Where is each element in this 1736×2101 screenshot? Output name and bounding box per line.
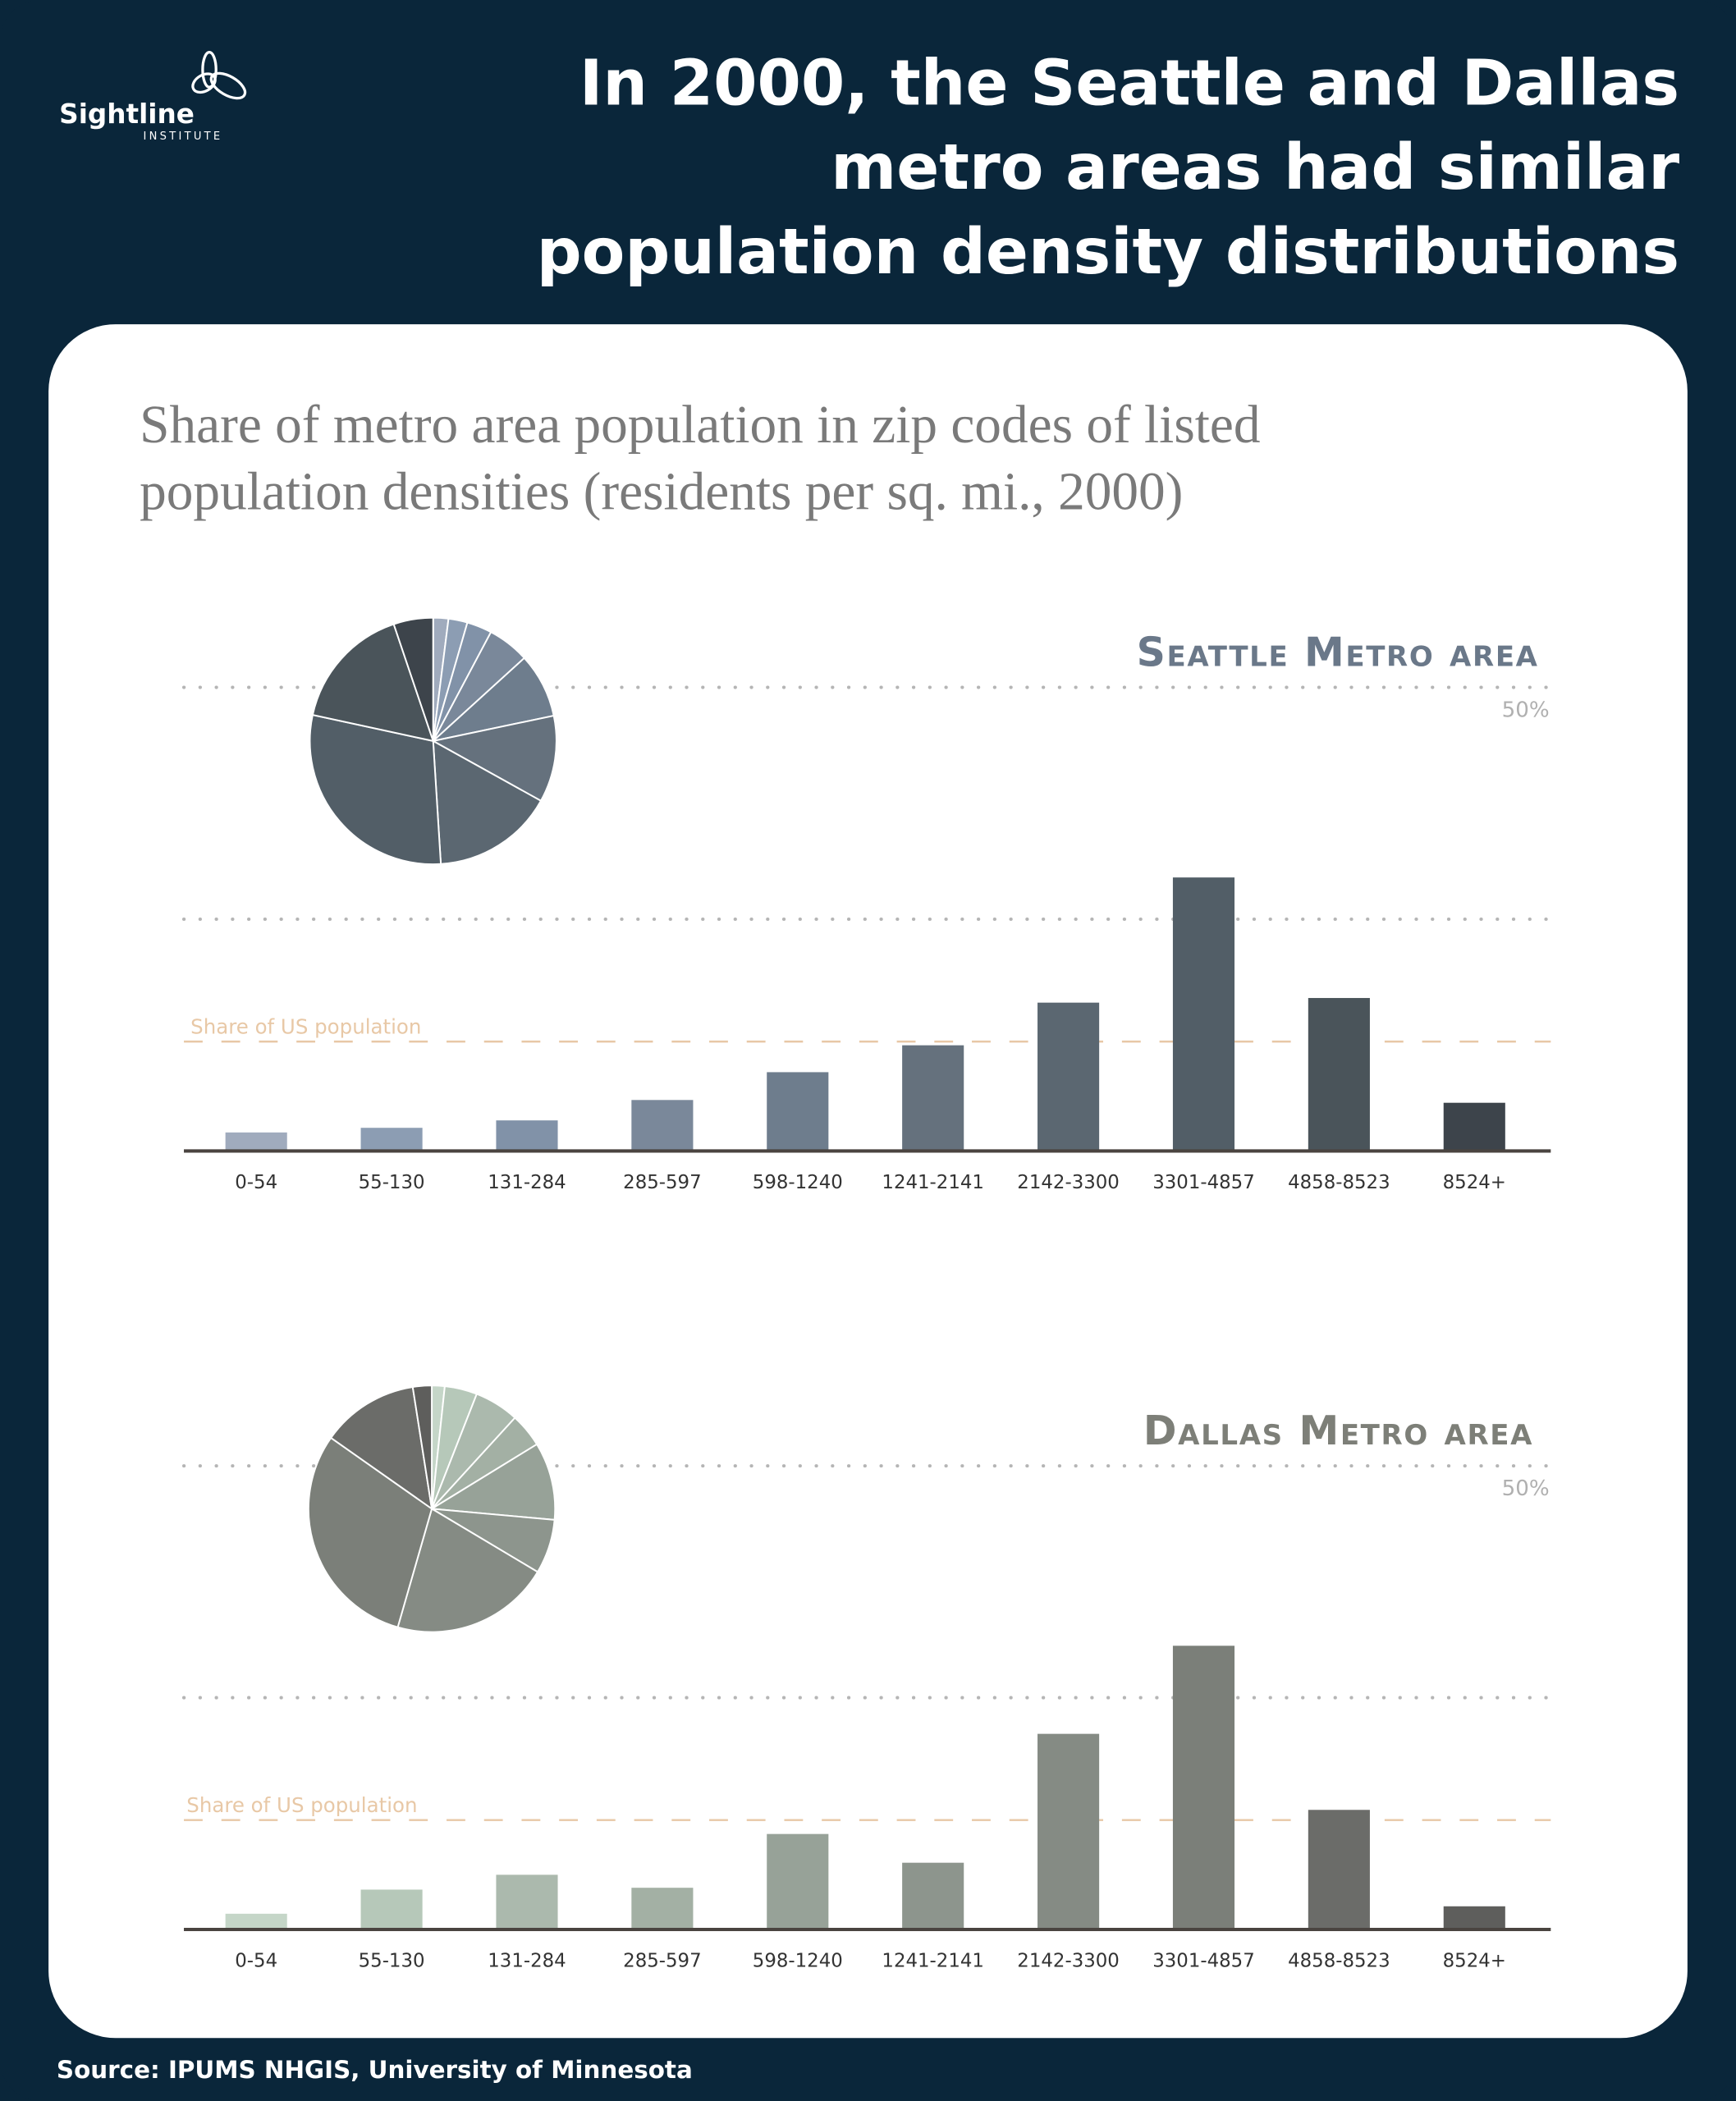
bar-8524+ [1443, 1102, 1505, 1151]
bar-598-1240 [767, 1072, 829, 1151]
bar-55-130 [360, 1889, 423, 1930]
bar-4858-8523 [1308, 998, 1370, 1151]
logo-subtext: INSTITUTE [144, 130, 223, 143]
x-tick-label: 55-130 [359, 1951, 425, 1972]
x-tick-label: 285-597 [623, 1172, 701, 1193]
chart-subtitle: Share of metro area population in zip co… [140, 396, 1260, 522]
bar-2142-3300 [1037, 1002, 1100, 1151]
pie-slice-2142-3300 [432, 739, 543, 865]
x-tick-label: 4858-8523 [1288, 1951, 1390, 1972]
bar-2142-3300 [1037, 1733, 1100, 1930]
logo-knot-icon [191, 51, 247, 100]
subtitle-line-1: Share of metro area population in zip co… [140, 396, 1260, 455]
pie-slice-1241-2141 [430, 714, 557, 803]
subtitle-line-2: population densities (residents per sq. … [140, 462, 1183, 521]
x-tick-label: 131-284 [488, 1172, 566, 1193]
x-tick-label: 1241-2141 [882, 1172, 984, 1193]
chart-title: Seattle Metro area [1137, 629, 1539, 675]
pie-slice-8524+ [411, 1385, 433, 1509]
x-tick-label: 8524+ [1443, 1172, 1506, 1193]
x-tick-label: 1241-2141 [882, 1951, 984, 1972]
reference-line-label: Share of US population [190, 1014, 421, 1038]
logo-text: Sightline [59, 98, 195, 130]
x-tick-label: 598-1240 [753, 1951, 843, 1972]
source-note: Source: IPUMS NHGIS, University of Minne… [57, 2056, 693, 2084]
seattle-chart: Seattle Metro area 50% Share of US populat… [181, 616, 1553, 1193]
pie-slice-3301-4857 [309, 713, 442, 866]
page-title: In 2000, the Seattle and Dallas metro ar… [537, 47, 1679, 289]
dallas-chart: Dallas Metro area 50% Share of US populati… [181, 1385, 1553, 1972]
x-tick-label: 3301-4857 [1152, 1951, 1255, 1972]
chart-card [48, 324, 1688, 2039]
inset-pie [309, 616, 557, 866]
title-line-1: In 2000, the Seattle and Dallas [579, 47, 1679, 120]
x-tick-label: 131-284 [488, 1951, 566, 1972]
x-tick-label: 0-54 [235, 1172, 277, 1193]
bar-285-597 [631, 1100, 694, 1151]
y-tick-label: 50% [1502, 1476, 1550, 1501]
title-line-3: population density distributions [537, 216, 1679, 289]
reference-line-label: Share of US population [186, 1793, 417, 1817]
pie-slice-4858-8523 [329, 1385, 433, 1511]
inset-pie [307, 1385, 557, 1633]
chart-title: Dallas Metro area [1143, 1408, 1533, 1454]
x-tick-label: 0-54 [235, 1951, 277, 1972]
bar-3301-4857 [1172, 877, 1235, 1151]
x-tick-label: 8524+ [1443, 1951, 1506, 1972]
x-tick-label: 3301-4857 [1152, 1172, 1255, 1193]
bar-1241-2141 [902, 1045, 964, 1151]
pie-slice-598-1240 [429, 1443, 557, 1521]
bar-55-130 [360, 1128, 423, 1151]
bar-131-284 [496, 1120, 558, 1151]
x-tick-label: 598-1240 [753, 1172, 843, 1193]
title-line-2: metro areas had similar [831, 131, 1679, 204]
bar-1241-2141 [902, 1862, 964, 1930]
pie-slice-2142-3300 [396, 1507, 539, 1633]
x-tick-label: 2142-3300 [1017, 1172, 1120, 1193]
pie-slice-3301-4857 [307, 1436, 433, 1628]
bar-131-284 [496, 1874, 558, 1930]
bar-285-597 [631, 1888, 694, 1930]
pie-slice-8524+ [392, 616, 434, 742]
bar-0-54 [225, 1132, 287, 1151]
y-tick-label: 50% [1502, 698, 1550, 722]
x-tick-label: 55-130 [359, 1172, 425, 1193]
x-tick-label: 2142-3300 [1017, 1951, 1120, 1972]
bar-598-1240 [767, 1833, 829, 1930]
sightline-logo: Sightline INSTITUTE [59, 51, 247, 143]
bar-4858-8523 [1308, 1810, 1370, 1930]
x-tick-label: 4858-8523 [1288, 1172, 1390, 1193]
bar-8524+ [1443, 1906, 1505, 1930]
bar-3301-4857 [1172, 1646, 1235, 1930]
x-tick-label: 285-597 [623, 1951, 701, 1972]
bar-0-54 [225, 1913, 287, 1930]
